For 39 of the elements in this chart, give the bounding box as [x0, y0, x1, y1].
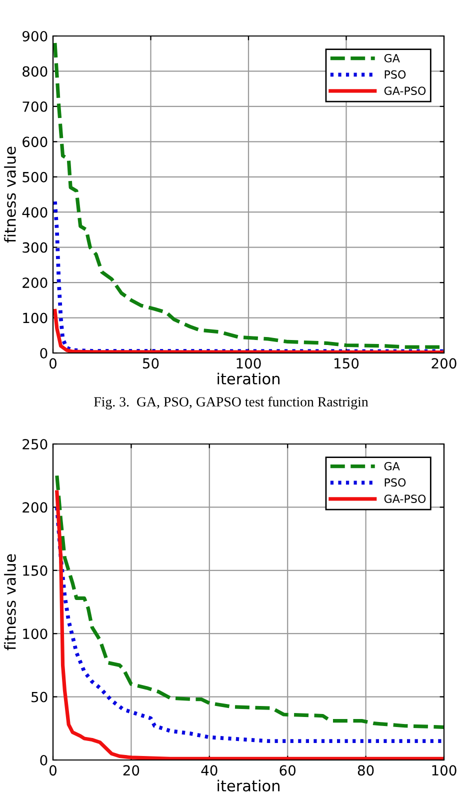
y-tick-label: 400 [22, 207, 48, 218]
y-tick-label: 100 [23, 312, 48, 324]
y-tick-label: 600 [22, 136, 48, 148]
y-tick-label: 0 [40, 348, 48, 358]
legend-label: GA [384, 54, 400, 62]
x-tick-label: 200 [432, 358, 456, 369]
x-axis-title: iteration [218, 780, 280, 792]
x-tick-label: 50 [142, 358, 159, 369]
x-tick-label: 0 [49, 765, 56, 776]
legend-label: GA-PSO [384, 494, 426, 503]
x-tick-label: 100 [432, 765, 456, 776]
legend-label: GA-PSO [384, 86, 426, 95]
y-tick-label: 200 [22, 278, 48, 288]
x-tick-label: 20 [123, 765, 140, 776]
legend-label: GA [384, 462, 400, 470]
y-tick-label: 50 [32, 692, 48, 702]
legend-label: PSO [384, 478, 406, 487]
y-tick-label: 250 [22, 438, 48, 450]
x-tick-label: 0 [49, 358, 56, 369]
x-tick-label: 60 [280, 765, 296, 776]
y-tick-label: 150 [23, 565, 48, 576]
y-tick-label: 800 [22, 66, 48, 77]
x-axis-title: iteration [218, 372, 280, 385]
caption: Fig. 3. GA, PSO, GAPSO test function Rastrigin [94, 396, 368, 410]
legend-label: PSO [384, 70, 406, 79]
y-axis-title: fitness value [4, 554, 16, 650]
y-axis-title: fitness value [4, 146, 16, 243]
y-tick-label: 300 [22, 242, 48, 253]
x-tick-label: 150 [334, 358, 359, 369]
x-tick-label: 40 [201, 765, 218, 776]
y-tick-label: 900 [22, 30, 48, 42]
y-tick-label: 500 [22, 172, 48, 182]
y-tick-label: 200 [22, 502, 48, 513]
line-series [55, 474, 444, 729]
x-tick-label: 100 [236, 358, 261, 369]
y-tick-label: 100 [23, 628, 48, 640]
x-tick-label: 80 [358, 765, 374, 776]
y-tick-label: 700 [22, 101, 48, 112]
y-tick-label: 0 [40, 754, 48, 766]
